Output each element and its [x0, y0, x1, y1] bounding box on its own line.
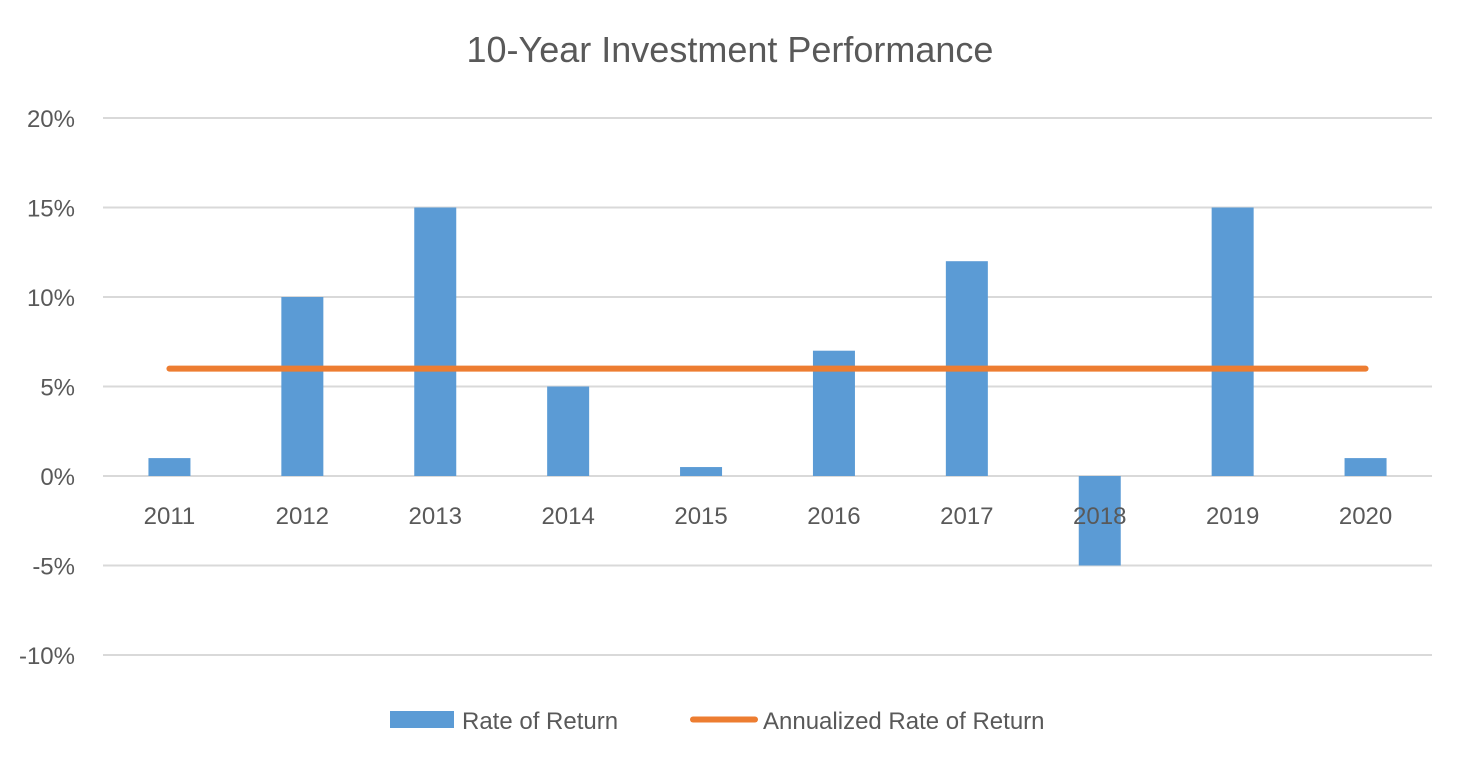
bar-2018 — [1078, 476, 1121, 566]
bar-2013 — [414, 207, 457, 476]
legend: Rate of Return Annualized Rate of Return — [390, 708, 1045, 735]
x-axis-tick-labels: 2011 2012 2013 2014 2015 2016 2017 2018 2019 2020 — [144, 503, 1393, 530]
gridlines — [103, 117, 1432, 656]
x-tick-label: 2016 — [807, 503, 860, 530]
bar-series — [148, 207, 1387, 566]
legend-swatch-rate-of-return — [390, 711, 454, 728]
x-tick-label: 2015 — [674, 503, 727, 530]
y-tick-label: 5% — [40, 375, 75, 402]
x-tick-label: 2020 — [1339, 503, 1392, 530]
y-tick-label: -5% — [32, 554, 75, 581]
y-tick-label: -10% — [19, 643, 75, 670]
y-tick-label: 20% — [27, 106, 75, 133]
x-tick-label: 2017 — [940, 503, 993, 530]
legend-label-rate-of-return: Rate of Return — [462, 708, 618, 735]
bar-2014 — [547, 386, 590, 476]
bar-2011 — [148, 458, 191, 476]
bar-2020 — [1344, 458, 1387, 476]
bar-2019 — [1211, 207, 1254, 476]
x-tick-label: 2011 — [144, 503, 196, 530]
bar-2015 — [680, 467, 723, 476]
x-tick-label: 2013 — [409, 503, 462, 530]
y-tick-label: 10% — [27, 285, 75, 312]
y-tick-label: 0% — [40, 464, 75, 491]
y-tick-label: 15% — [27, 196, 75, 223]
y-axis-tick-labels: 20% 15% 10% 5% 0% -5% -10% — [19, 106, 75, 670]
x-tick-label: 2018 — [1073, 503, 1126, 530]
chart-title: 10-Year Investment Performance — [467, 29, 994, 70]
legend-label-annualized-rate-of-return: Annualized Rate of Return — [763, 708, 1045, 735]
x-tick-label: 2019 — [1206, 503, 1259, 530]
x-tick-label: 2014 — [541, 503, 594, 530]
x-tick-label: 2012 — [276, 503, 329, 530]
bar-2012 — [281, 297, 324, 476]
